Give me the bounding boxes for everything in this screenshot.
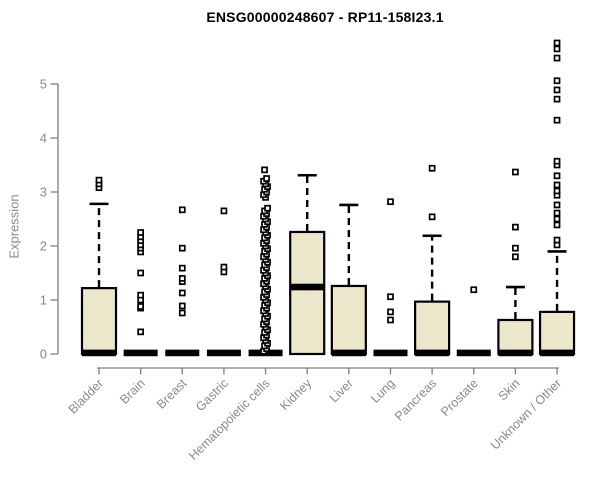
box-Skin — [497, 318, 534, 356]
median-bar — [123, 349, 158, 357]
outlier-point — [428, 213, 436, 221]
outlier-point — [553, 215, 561, 223]
median-bar — [415, 349, 450, 357]
box-Kidney — [289, 230, 326, 356]
outlier-point — [428, 164, 436, 172]
outlier-point — [178, 244, 186, 252]
y-tick-label: 5 — [40, 77, 47, 92]
outlier-point — [553, 187, 561, 195]
y-tick-label: 2 — [40, 239, 47, 254]
outlier-point — [553, 39, 561, 47]
median-bar — [290, 283, 325, 291]
outlier-point — [553, 201, 561, 209]
outlier-point — [137, 328, 144, 336]
median-bar — [373, 349, 408, 357]
outlier-point — [553, 181, 561, 189]
outlier-point — [553, 221, 561, 229]
x-tick-label: Kidney — [277, 376, 314, 413]
median-bar — [206, 349, 241, 357]
outlier-point — [512, 223, 519, 231]
x-tick-label: Lung — [368, 376, 398, 406]
outlier-point — [553, 157, 561, 165]
y-tick-label: 1 — [40, 293, 47, 308]
x-tick-label: Brain — [117, 376, 148, 407]
outlier-point — [220, 263, 228, 271]
y-tick-label: 4 — [40, 131, 47, 146]
median-bar — [540, 349, 575, 357]
outlier-point — [387, 316, 394, 324]
box-Unknown / Other — [538, 310, 576, 356]
outlier-point — [553, 77, 561, 85]
outlier-point — [178, 309, 186, 317]
outlier-point — [553, 209, 561, 217]
x-tick-label: Breast — [154, 376, 190, 412]
outlier-point — [137, 229, 144, 236]
chart-title: ENSG00000248607 - RP11-158I23.1 — [206, 9, 444, 25]
outlier-point — [553, 116, 561, 124]
outlier-point — [137, 291, 144, 299]
outlier-point — [512, 253, 519, 261]
x-tick-label: Prostate — [438, 376, 481, 419]
outlier-point — [178, 275, 186, 282]
outlier-point — [387, 198, 394, 206]
y-tick-label: 3 — [40, 185, 47, 200]
outlier-point — [261, 166, 268, 174]
outlier-point — [512, 244, 519, 252]
x-tick-label: Unknown / Other — [488, 376, 564, 452]
outlier-point — [470, 286, 478, 294]
x-tick-label: Liver — [327, 376, 356, 405]
outlier-point — [553, 236, 561, 244]
x-tick-label: Gastric — [193, 376, 231, 414]
outlier-point — [137, 269, 144, 277]
x-tick-label: Skin — [495, 376, 522, 403]
median-bar — [498, 349, 533, 357]
outlier-point — [178, 264, 186, 272]
x-tick-label: Hematopoietic cells — [186, 376, 273, 463]
outlier-point — [387, 293, 394, 301]
median-bar — [456, 349, 491, 357]
x-tick-label: Bladder — [66, 376, 106, 416]
outlier-point — [553, 172, 561, 180]
outlier-point — [220, 207, 228, 215]
outlier-point — [553, 95, 561, 103]
box-Liver — [330, 284, 367, 356]
outlier-point — [137, 303, 144, 310]
outlier-point — [178, 289, 186, 297]
median-bar — [331, 349, 366, 357]
median-bar — [165, 349, 200, 357]
outlier-point — [553, 54, 561, 62]
box-Pancreas — [414, 300, 451, 356]
median-bar — [82, 349, 116, 357]
outlier-point — [553, 45, 561, 53]
outlier-point — [178, 206, 186, 214]
outlier-point — [263, 175, 270, 182]
outlier-point — [178, 302, 186, 310]
x-tick-label: Pancreas — [392, 376, 439, 423]
outlier-point — [512, 168, 519, 176]
outlier-point — [264, 204, 271, 212]
outlier-point — [95, 176, 103, 184]
y-tick-label: 0 — [40, 347, 47, 362]
outlier-point — [553, 86, 561, 94]
box-Bladder — [80, 287, 118, 356]
outlier-point — [387, 308, 394, 316]
